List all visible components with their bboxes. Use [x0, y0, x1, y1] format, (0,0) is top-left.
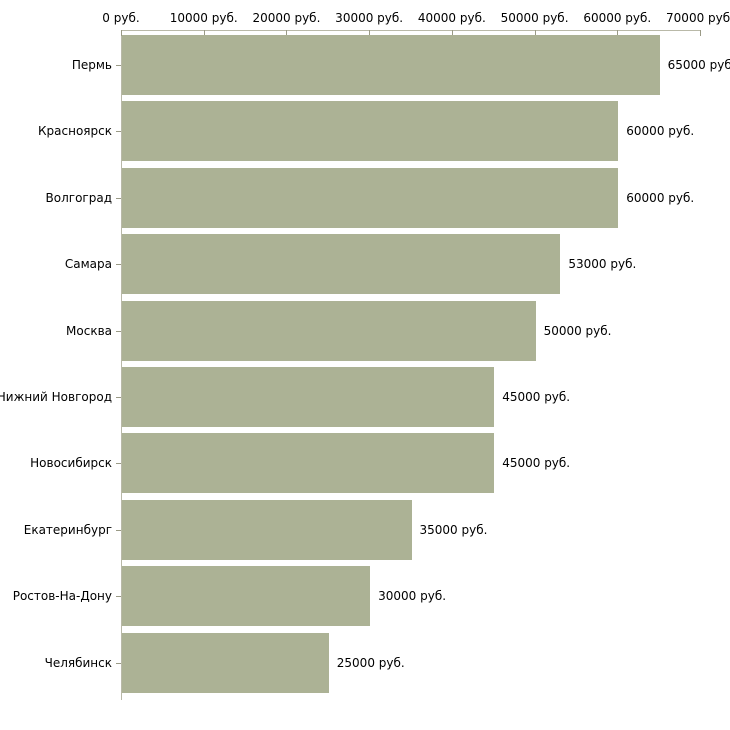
bar-value-label: 30000 руб. [378, 589, 447, 604]
bar-value-label: 45000 руб. [502, 456, 571, 471]
y-axis-category-label: Пермь [71, 58, 112, 72]
bar[interactable] [122, 499, 412, 560]
x-axis-tick-label: 50000 руб. [500, 11, 569, 25]
bar[interactable] [122, 167, 619, 228]
x-axis-tick [700, 30, 701, 36]
x-axis-tick [121, 30, 122, 36]
x-axis-tick-label: 60000 руб. [583, 11, 652, 25]
y-axis-tick [116, 197, 121, 199]
bar-value-label: 45000 руб. [502, 390, 571, 404]
bar[interactable] [122, 566, 371, 627]
y-axis-category-label: Новосибирск [30, 456, 112, 471]
bar[interactable] [122, 234, 561, 295]
bar[interactable] [122, 632, 329, 693]
x-axis-tick [369, 30, 371, 36]
y-axis-tick [116, 463, 121, 465]
bar[interactable] [122, 35, 660, 95]
x-axis-tick [617, 30, 619, 36]
y-axis-category-label: Самара [64, 257, 112, 272]
bar[interactable] [122, 367, 495, 427]
y-axis-tick [116, 596, 121, 598]
bar-value-label: 35000 руб. [419, 522, 488, 537]
x-axis-tick-label: 30000 руб. [335, 11, 404, 25]
x-axis-line [121, 30, 700, 31]
bar[interactable] [122, 433, 495, 494]
y-axis-tick [116, 529, 121, 531]
bar-value-label: 65000 руб. [667, 58, 730, 72]
bar-value-label: 53000 руб. [568, 257, 637, 272]
x-axis-tick-label: 20000 руб. [252, 11, 321, 25]
x-axis-tick-label: 0 руб. [102, 11, 140, 25]
y-axis-tick [116, 65, 121, 66]
bar-value-label: 25000 руб. [336, 655, 405, 670]
y-axis-category-label: Челябинск [44, 655, 112, 670]
y-axis-tick [116, 330, 121, 332]
bar-value-label: 60000 руб. [626, 190, 695, 205]
x-axis-tick-label: 40000 руб. [417, 11, 486, 25]
y-axis-line [121, 30, 122, 700]
y-axis-category-label: Ростов-На-Дону [12, 589, 112, 604]
y-axis-category-label: Красноярск [38, 124, 112, 139]
y-axis-category-label: Нижний Новгород [0, 390, 112, 404]
bar-value-label: 60000 руб. [626, 124, 695, 139]
bar[interactable] [122, 300, 536, 361]
bar[interactable] [122, 101, 619, 162]
y-axis-tick [116, 662, 121, 664]
x-axis-tick [534, 30, 536, 36]
x-axis-tick [286, 30, 288, 36]
y-axis-tick [116, 397, 121, 398]
x-axis-tick [451, 30, 453, 36]
y-axis-category-label: Москва [66, 323, 112, 338]
y-axis-tick [116, 264, 121, 266]
x-axis-tick [203, 30, 205, 36]
x-axis-tick-label: 70000 руб. [666, 11, 730, 25]
y-axis-category-label: Екатеринбург [23, 522, 112, 537]
y-axis-tick [116, 131, 121, 133]
y-axis-category-label: Волгоград [45, 190, 112, 205]
x-axis-tick-label: 10000 руб. [169, 11, 238, 25]
bar-value-label: 50000 руб. [543, 323, 612, 338]
